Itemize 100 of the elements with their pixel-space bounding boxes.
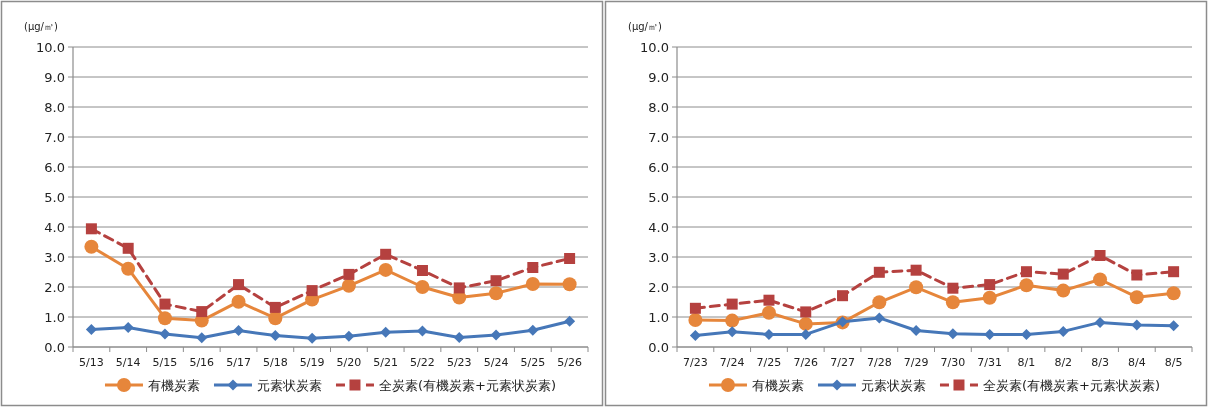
point (121, 261, 136, 276)
point (947, 328, 959, 340)
point (910, 264, 922, 276)
y-tick-label: 0.0 (648, 339, 669, 355)
point (688, 313, 703, 327)
x-tick-label: 7/28 (866, 356, 892, 369)
point (343, 330, 355, 342)
legend-label: 元素状炭素 (256, 378, 322, 393)
x-tick-label: 8/5 (1164, 356, 1183, 369)
point (525, 277, 540, 291)
point (306, 332, 318, 344)
x-tick-label: 5/23 (446, 356, 472, 369)
point (873, 266, 885, 278)
point (1131, 269, 1143, 281)
x-tick-label: 5/25 (520, 356, 546, 369)
point (1056, 283, 1071, 298)
point (798, 316, 813, 331)
point (1057, 268, 1069, 280)
x-tick-label: 7/24 (719, 356, 745, 369)
point (85, 223, 97, 235)
point (837, 290, 849, 302)
point (268, 311, 283, 326)
x-tick-label: 8/4 (1127, 356, 1146, 369)
y-tick-label: 10.0 (36, 39, 65, 55)
point (122, 242, 134, 254)
y-tick-label: 7.0 (44, 129, 65, 145)
point (343, 268, 355, 280)
x-tick-label: 5/26 (557, 356, 582, 369)
point (159, 328, 171, 340)
point (1093, 272, 1108, 287)
x-tick-label: 7/29 (903, 356, 929, 369)
x-tick-label: 8/3 (1091, 356, 1109, 369)
y-axis-title: (μg/㎥) (24, 21, 58, 32)
point (1019, 278, 1034, 293)
point (269, 301, 281, 313)
point (564, 253, 576, 264)
point (909, 280, 924, 295)
point (306, 285, 318, 297)
legend-label: 全炭素(有機炭素+元素状炭素) (982, 378, 1161, 393)
point (947, 282, 959, 294)
point (380, 326, 392, 338)
point (84, 239, 99, 254)
x-tick-label: 5/14 (115, 356, 141, 369)
point (122, 322, 134, 333)
point (489, 286, 504, 301)
x-tick-label: 8/2 (1054, 356, 1073, 369)
x-tick-label: 5/16 (189, 356, 215, 369)
point (415, 280, 430, 294)
point (1057, 325, 1069, 337)
point (872, 295, 887, 310)
legend-label: 有機炭素 (147, 378, 200, 393)
point (233, 325, 245, 336)
y-tick-label: 1.0 (648, 309, 669, 325)
point (1129, 290, 1144, 305)
point (453, 282, 465, 294)
point (910, 325, 922, 336)
y-tick-label: 7.0 (648, 129, 669, 145)
x-tick-label: 7/26 (793, 356, 819, 369)
x-tick-label: 7/31 (977, 356, 1003, 369)
y-tick-label: 5.0 (44, 189, 65, 205)
x-tick-label: 7/25 (756, 356, 782, 369)
x-tick-label: 5/17 (226, 356, 251, 369)
y-tick-label: 4.0 (648, 219, 669, 235)
point (1131, 319, 1143, 331)
x-tick-label: 5/18 (262, 356, 288, 369)
point (233, 279, 245, 291)
x-tick-label: 5/20 (336, 356, 362, 369)
point (1094, 316, 1106, 328)
point (416, 265, 428, 276)
point (562, 277, 577, 292)
point (231, 294, 246, 309)
point (269, 330, 281, 342)
x-tick-label: 5/21 (373, 356, 399, 369)
legend-label: 有機炭素 (751, 378, 804, 393)
point (800, 306, 812, 318)
point (85, 324, 97, 336)
y-tick-label: 1.0 (44, 309, 65, 325)
y-tick-label: 8.0 (648, 99, 669, 115)
legend-label: 元素状炭素 (860, 378, 926, 393)
point (689, 330, 701, 342)
point (761, 305, 776, 320)
point (1020, 266, 1032, 278)
point (726, 298, 738, 310)
point (1168, 266, 1180, 278)
point (763, 294, 775, 306)
x-tick-label: 5/24 (483, 356, 509, 369)
y-tick-label: 2.0 (44, 279, 65, 295)
x-tick-label: 7/30 (940, 356, 966, 369)
point (1094, 250, 1106, 261)
point (453, 331, 465, 343)
x-tick-label: 7/27 (830, 356, 855, 369)
y-tick-label: 9.0 (648, 69, 669, 85)
x-tick-label: 7/23 (683, 356, 708, 369)
y-tick-label: 3.0 (44, 249, 65, 265)
point (157, 311, 172, 326)
point (341, 278, 356, 293)
point (1166, 286, 1181, 301)
x-tick-label: 5/13 (79, 356, 104, 369)
point (689, 302, 701, 314)
y-tick-label: 4.0 (44, 219, 65, 235)
